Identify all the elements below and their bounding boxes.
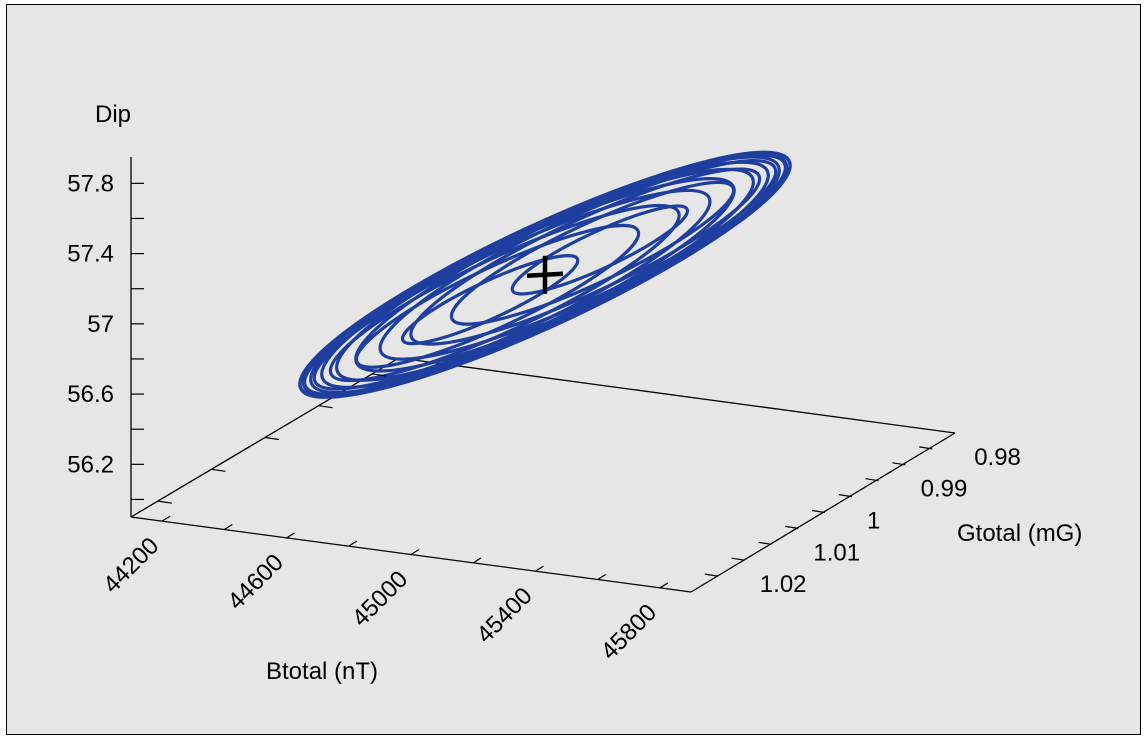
gtotal-tick bbox=[811, 509, 826, 514]
gtotal-tick bbox=[919, 446, 933, 450]
gtotal-tick-label: 1.02 bbox=[760, 571, 807, 598]
gtotal-tick-label: 0.99 bbox=[921, 476, 968, 503]
gtotal-tick bbox=[731, 557, 745, 561]
dip-tick-label: 56.2 bbox=[67, 451, 114, 478]
gtotal-tick bbox=[704, 573, 718, 577]
floor-edge-tick bbox=[264, 436, 280, 441]
btotal-tick bbox=[410, 548, 420, 556]
floor-edge-tick bbox=[372, 373, 387, 377]
btotal-tick bbox=[659, 582, 669, 589]
btotal-tick bbox=[597, 573, 606, 581]
plot-background bbox=[6, 4, 1141, 735]
btotal-tick bbox=[535, 565, 544, 572]
floor-edge-tick bbox=[211, 468, 226, 472]
btotal-tick bbox=[472, 557, 482, 564]
gtotal-tick-label: 1.01 bbox=[813, 539, 860, 566]
dip-axis-title: Dip bbox=[95, 101, 131, 128]
dip-tick-label: 57.8 bbox=[67, 170, 114, 197]
gtotal-tick bbox=[892, 462, 906, 466]
btotal-tick bbox=[286, 532, 295, 539]
gtotal-tick-label: 0.98 bbox=[974, 444, 1021, 471]
gtotal-tick-label: 1 bbox=[867, 508, 880, 535]
gtotal-axis-title: Gtotal (mG) bbox=[957, 520, 1082, 547]
floor-edge-tick bbox=[157, 500, 172, 504]
btotal-tick bbox=[161, 515, 171, 522]
floor-edge-tick bbox=[318, 405, 333, 409]
gtotal-tick bbox=[865, 478, 879, 482]
axis-ticks bbox=[131, 182, 933, 589]
ellipsoid-ring bbox=[449, 180, 736, 326]
dip-tick-label: 57.4 bbox=[67, 241, 114, 268]
gtotal-tick bbox=[785, 525, 799, 529]
dip-tick-label: 57 bbox=[87, 311, 114, 338]
ellipsoid-surface bbox=[298, 150, 792, 399]
ellipsoid-ring bbox=[409, 167, 762, 346]
btotal-axis-title: Btotal (nT) bbox=[266, 658, 378, 685]
center-marker bbox=[526, 255, 564, 294]
ellipsoid-ring bbox=[354, 153, 787, 373]
ellipsoid-ring bbox=[510, 204, 690, 296]
btotal-tick bbox=[348, 540, 358, 547]
gtotal-tick bbox=[758, 541, 772, 545]
dip-tick-label: 56.6 bbox=[67, 381, 114, 408]
btotal-tick bbox=[224, 523, 233, 531]
gtotal-tick bbox=[838, 494, 852, 498]
ellipsoid-ring bbox=[378, 159, 778, 361]
ellipsoid-ring bbox=[335, 151, 792, 382]
